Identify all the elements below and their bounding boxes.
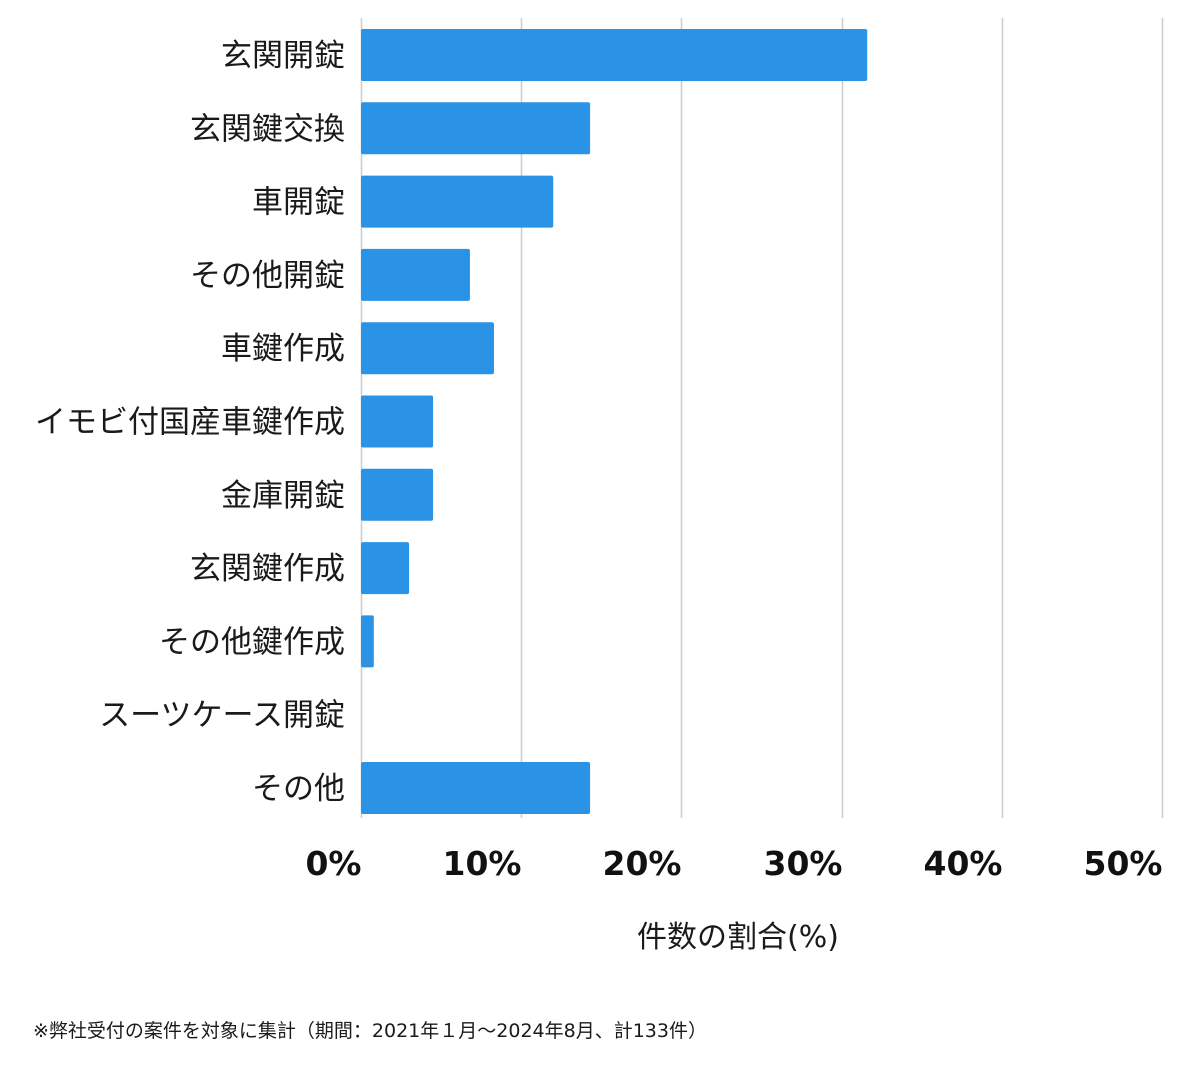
category-label: 金庫開錠 bbox=[221, 478, 345, 514]
bar bbox=[361, 248, 470, 301]
bar bbox=[361, 322, 494, 375]
category-label: 玄関開錠 bbox=[221, 38, 345, 74]
category-label: 車鍵作成 bbox=[221, 331, 345, 367]
category-label: イモビ付国産車鍵作成 bbox=[35, 405, 345, 441]
x-tick-label: 50% bbox=[1084, 844, 1163, 883]
bar bbox=[361, 615, 374, 668]
x-tick-label: 40% bbox=[924, 844, 1003, 883]
x-axis-title: 件数の割合(%) bbox=[637, 920, 839, 955]
x-tick-label: 20% bbox=[603, 844, 682, 883]
category-label: その他 bbox=[252, 771, 345, 807]
category-label: 玄関鍵交換 bbox=[190, 111, 345, 147]
bar-chart: 玄関開錠玄関鍵交換車開錠その他開錠車鍵作成イモビ付国産車鍵作成金庫開錠玄関鍵作成… bbox=[35, 18, 1164, 955]
x-tick-label: 0% bbox=[305, 844, 361, 883]
category-label: その他鍵作成 bbox=[159, 624, 345, 660]
category-label: スーツケース開錠 bbox=[99, 698, 345, 734]
bar bbox=[361, 175, 554, 228]
bar bbox=[361, 542, 410, 595]
bar bbox=[361, 395, 434, 448]
footnote: ※弊社受付の案件を対象に集計（期間：2021年１月〜2024年8月、計133件） bbox=[33, 1020, 707, 1042]
bars bbox=[361, 29, 868, 814]
category-labels: 玄関開錠玄関鍵交換車開錠その他開錠車鍵作成イモビ付国産車鍵作成金庫開錠玄関鍵作成… bbox=[35, 38, 345, 807]
bar bbox=[361, 762, 591, 814]
x-tick-labels: 0% 10% 20% 30% 40% 50% bbox=[305, 844, 1162, 883]
category-label: 車開錠 bbox=[252, 185, 345, 221]
bar bbox=[361, 468, 434, 521]
bar bbox=[361, 102, 591, 155]
category-label: その他開錠 bbox=[190, 258, 345, 294]
x-tick-label: 30% bbox=[764, 844, 843, 883]
x-tick-label: 10% bbox=[443, 844, 522, 883]
category-label: 玄関鍵作成 bbox=[190, 551, 345, 587]
bar bbox=[361, 29, 868, 81]
